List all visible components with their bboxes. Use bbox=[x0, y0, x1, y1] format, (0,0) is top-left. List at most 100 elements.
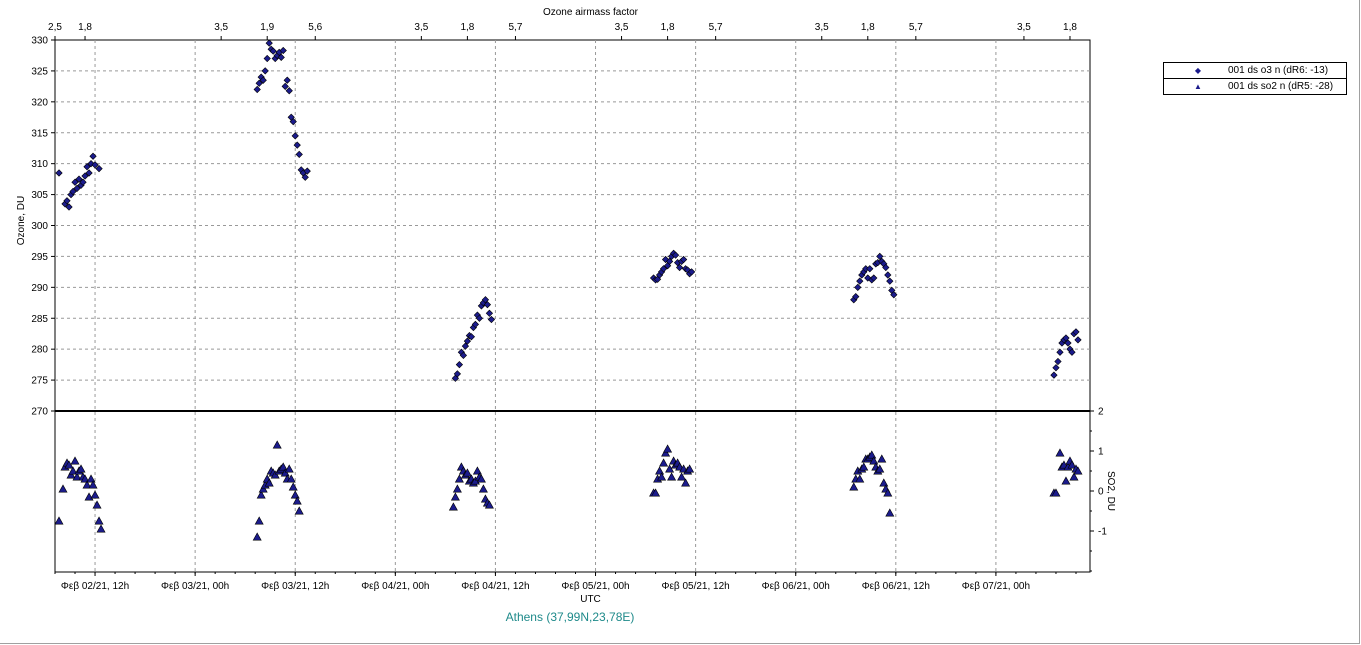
data-point-o3 bbox=[886, 277, 894, 285]
data-point-o3 bbox=[263, 54, 271, 63]
y-tick-label: 295 bbox=[31, 252, 48, 263]
top-tick-label: 3,5 bbox=[815, 22, 829, 33]
data-point-o3 bbox=[65, 203, 73, 211]
data-point-o3 bbox=[269, 47, 277, 55]
data-point-so2 bbox=[659, 458, 669, 467]
data-point-o3 bbox=[659, 265, 668, 273]
data-point-o3 bbox=[303, 167, 311, 175]
data-point-o3 bbox=[95, 164, 103, 173]
data-point-o3 bbox=[253, 85, 261, 94]
data-point-o3 bbox=[481, 296, 490, 304]
data-point-o3 bbox=[71, 178, 79, 186]
data-point-so2 bbox=[665, 464, 675, 473]
data-point-so2 bbox=[1073, 466, 1083, 475]
top-tick-label: 3,5 bbox=[414, 22, 428, 33]
data-point-so2 bbox=[448, 502, 458, 511]
data-point-o3 bbox=[854, 283, 862, 291]
data-point-so2 bbox=[1061, 476, 1071, 485]
data-point-o3 bbox=[890, 291, 898, 299]
y2-tick-label: 2 bbox=[1098, 407, 1104, 418]
top-tick-label: 5,7 bbox=[709, 22, 723, 33]
y-tick-label: 305 bbox=[31, 190, 48, 201]
data-point-so2 bbox=[258, 484, 268, 493]
data-point-so2 bbox=[64, 460, 74, 469]
y2-axis-title: SO2, DU bbox=[1105, 471, 1116, 511]
data-point-so2 bbox=[54, 516, 64, 525]
data-point-so2 bbox=[1051, 488, 1061, 497]
data-point-so2 bbox=[454, 474, 464, 483]
data-point-so2 bbox=[476, 474, 486, 483]
data-point-o3 bbox=[83, 163, 91, 171]
data-point-o3 bbox=[463, 337, 472, 345]
data-point-o3 bbox=[279, 46, 287, 55]
data-point-o3 bbox=[1064, 339, 1072, 347]
data-point-o3 bbox=[79, 178, 87, 186]
data-point-o3 bbox=[293, 141, 301, 149]
triangle-marker-icon: ▲ bbox=[1194, 82, 1202, 91]
data-point-o3 bbox=[475, 314, 484, 322]
data-point-so2 bbox=[681, 478, 691, 487]
x-tick-label: Φεβ 03/21, 12h bbox=[261, 581, 329, 592]
x-tick-label: Φεβ 07/21, 00h bbox=[962, 581, 1030, 592]
data-point-o3 bbox=[1054, 357, 1062, 366]
data-point-o3 bbox=[1050, 371, 1058, 379]
data-point-so2 bbox=[877, 454, 887, 463]
data-point-so2 bbox=[657, 472, 667, 481]
data-point-o3 bbox=[283, 76, 291, 84]
data-point-so2 bbox=[883, 488, 893, 497]
data-point-so2 bbox=[252, 532, 262, 541]
data-point-o3 bbox=[870, 274, 878, 282]
data-point-so2 bbox=[651, 488, 661, 497]
data-point-o3 bbox=[665, 257, 674, 265]
top-tick-label: 1,9 bbox=[260, 22, 274, 33]
top-axis-title: Ozone airmass factor bbox=[543, 7, 639, 18]
data-point-so2 bbox=[270, 470, 280, 479]
data-point-o3 bbox=[671, 251, 680, 259]
y-tick-label: 330 bbox=[31, 36, 48, 47]
plot-area bbox=[54, 39, 1091, 573]
legend-label-o3: 001 ds o3 n (dR6: -13) bbox=[1228, 65, 1329, 76]
data-point-so2 bbox=[256, 490, 266, 499]
data-point-o3 bbox=[75, 175, 83, 183]
data-point-so2 bbox=[1069, 472, 1079, 481]
x-axis-title: UTC bbox=[580, 594, 601, 605]
y2-tick-label: 1 bbox=[1098, 447, 1104, 458]
data-point-o3 bbox=[73, 184, 81, 193]
data-point-so2 bbox=[96, 524, 106, 533]
data-point-so2 bbox=[849, 482, 859, 491]
data-point-o3 bbox=[1072, 328, 1080, 336]
data-point-o3 bbox=[461, 342, 470, 350]
data-point-so2 bbox=[76, 464, 86, 473]
data-point-so2 bbox=[677, 472, 687, 481]
data-point-so2 bbox=[1055, 448, 1065, 457]
x-tick-label: Φεβ 06/21, 00h bbox=[762, 581, 830, 592]
data-point-o3 bbox=[487, 315, 496, 324]
data-point-so2 bbox=[82, 480, 92, 489]
data-point-o3 bbox=[1056, 348, 1064, 356]
data-point-o3 bbox=[91, 161, 99, 169]
data-point-o3 bbox=[291, 132, 299, 140]
data-point-o3 bbox=[453, 370, 462, 378]
x-tick-label: Φεβ 03/21, 00h bbox=[161, 581, 229, 592]
data-point-so2 bbox=[875, 464, 885, 473]
data-point-o3 bbox=[277, 53, 285, 61]
data-point-so2 bbox=[94, 516, 104, 525]
data-point-so2 bbox=[68, 466, 78, 475]
x-tick-label: Φεβ 02/21, 12h bbox=[61, 581, 129, 592]
data-point-o3 bbox=[455, 361, 464, 369]
location-label: Athens (37,99N,23,78E) bbox=[505, 610, 635, 624]
data-point-o3 bbox=[1068, 348, 1076, 356]
y-tick-label: 285 bbox=[31, 314, 48, 325]
data-point-so2 bbox=[462, 468, 472, 477]
data-point-so2 bbox=[685, 464, 695, 473]
top-tick-label: 1,8 bbox=[78, 22, 92, 33]
top-tick-label: 3,5 bbox=[1017, 22, 1031, 33]
data-point-o3 bbox=[856, 277, 864, 285]
x-tick-label: Φεβ 06/21, 12h bbox=[862, 581, 930, 592]
data-point-so2 bbox=[254, 516, 264, 525]
data-point-o3 bbox=[485, 309, 494, 317]
data-point-o3 bbox=[289, 117, 297, 126]
y-tick-label: 325 bbox=[31, 66, 48, 77]
